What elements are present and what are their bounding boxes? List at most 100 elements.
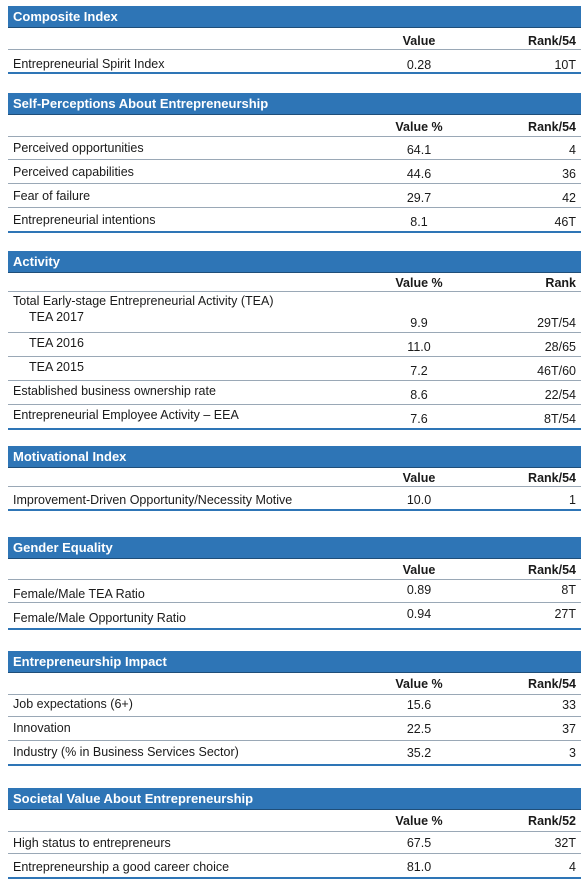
- row-value: 7.2: [410, 364, 428, 378]
- row-value: 7.6: [410, 412, 428, 426]
- section-composite-index: Composite Index Value Rank/54 Entreprene…: [8, 6, 581, 74]
- row-rank: 1: [569, 493, 576, 507]
- row-rank: 29T/54: [537, 316, 576, 330]
- row-rank: 46T/60: [537, 364, 576, 378]
- section-title: Self-Perceptions About Entrepreneurship: [8, 93, 581, 115]
- header-rule: [8, 291, 581, 292]
- row-label: TEA 2015: [29, 360, 84, 374]
- section-end-rule: [8, 628, 581, 630]
- row-label: Job expectations (6+): [13, 697, 133, 711]
- row-label: Female/Male Opportunity Ratio: [13, 611, 186, 625]
- group-label-row: Total Early-stage Entrepreneurial Activi…: [8, 292, 581, 310]
- table-row: Entrepreneurial Employee Activity – EEA …: [8, 406, 581, 430]
- table-row: Fear of failure 29.7 42: [8, 185, 581, 209]
- section-societal-value: Societal Value About Entrepreneurship Va…: [8, 788, 581, 880]
- row-rank: 10T: [554, 58, 576, 72]
- table-row: Perceived opportunities 64.1 4: [8, 137, 581, 161]
- header-rule: [8, 49, 581, 50]
- row-label: Improvement-Driven Opportunity/Necessity…: [13, 493, 293, 507]
- section-motivational-index: Motivational Index Value Rank/54 Improve…: [8, 446, 581, 513]
- row-rank: 8T/54: [544, 412, 576, 426]
- row-label: Perceived capabilities: [13, 165, 134, 179]
- row-label: Entrepreneurship a good career choice: [13, 860, 230, 874]
- row-value: 9.9: [410, 316, 428, 330]
- section-title: Composite Index: [8, 6, 581, 28]
- row-rule: [8, 332, 581, 333]
- row-value: 35.2: [406, 746, 432, 760]
- rank-header: Rank/54: [528, 34, 576, 48]
- row-rank: 37: [562, 722, 576, 736]
- row-rule: [8, 356, 581, 357]
- header-rule: [8, 694, 581, 695]
- value-header: Value: [402, 563, 436, 577]
- table-row: Entrepreneurial Spirit Index 0.28 10T: [8, 50, 581, 74]
- column-header-row: Value % Rank/54: [8, 115, 581, 137]
- row-rule: [8, 602, 581, 603]
- row-rank: 3: [569, 746, 576, 760]
- row-label: Entrepreneurial Employee Activity – EEA: [13, 408, 239, 422]
- value-header: Value: [402, 34, 436, 48]
- table-row: TEA 2016 11.0 28/65: [8, 334, 581, 358]
- row-rank: 46T: [554, 215, 576, 229]
- value-header: Value %: [395, 814, 443, 828]
- row-label: TEA 2017: [29, 310, 84, 324]
- table-row: Innovation 22.5 37: [8, 719, 581, 743]
- column-header-row: Value % Rank/52: [8, 810, 581, 832]
- header-rule: [8, 136, 581, 137]
- row-value: 0.28: [406, 58, 432, 72]
- rank-header: Rank: [545, 276, 576, 290]
- section-end-rule: [8, 231, 581, 233]
- table-row: Industry (% in Business Services Sector)…: [8, 743, 581, 767]
- column-header-row: Value % Rank: [8, 273, 581, 292]
- section-self-perceptions: Self-Perceptions About Entrepreneurship …: [8, 93, 581, 233]
- row-label: Entrepreneurial Spirit Index: [13, 57, 165, 71]
- row-rank: 27T: [554, 607, 576, 621]
- row-value: 29.7: [406, 191, 432, 205]
- table-row: Entrepreneurship a good career choice 81…: [8, 856, 581, 880]
- group-label: Total Early-stage Entrepreneurial Activi…: [13, 294, 274, 308]
- row-rule: [8, 207, 581, 208]
- rank-header: Rank/54: [528, 120, 576, 134]
- row-rule: [8, 380, 581, 381]
- header-rule: [8, 831, 581, 832]
- section-title: Entrepreneurship Impact: [8, 651, 581, 673]
- section-end-rule: [8, 428, 581, 430]
- section-title: Motivational Index: [8, 446, 581, 468]
- column-header-row: Value Rank/54: [8, 28, 581, 50]
- column-header-row: Value % Rank/54: [8, 673, 581, 695]
- table-row: Female/Male Opportunity Ratio 0.94 27T: [8, 607, 581, 631]
- row-label: Industry (% in Business Services Sector): [13, 745, 239, 759]
- table-row: High status to entrepreneurs 67.5 32T: [8, 832, 581, 856]
- row-rank: 33: [562, 698, 576, 712]
- row-value: 81.0: [406, 860, 432, 874]
- row-rule: [8, 183, 581, 184]
- row-rule: [8, 404, 581, 405]
- table-row: TEA 2015 7.2 46T/60: [8, 358, 581, 382]
- header-rule: [8, 579, 581, 580]
- row-value: 8.6: [410, 388, 428, 402]
- column-header-row: Value Rank/54: [8, 468, 581, 487]
- row-rule: [8, 740, 581, 741]
- row-label: Perceived opportunities: [13, 141, 144, 155]
- row-label: Female/Male TEA Ratio: [13, 587, 145, 601]
- row-value: 0.94: [406, 607, 432, 621]
- value-header: Value: [402, 471, 436, 485]
- section-entrepreneurship-impact: Entrepreneurship Impact Value % Rank/54 …: [8, 651, 581, 767]
- row-label: Entrepreneurial intentions: [13, 213, 156, 227]
- table-row: Perceived capabilities 44.6 36: [8, 161, 581, 185]
- header-rule: [8, 486, 581, 487]
- table-row: Improvement-Driven Opportunity/Necessity…: [8, 487, 581, 513]
- row-value: 11.0: [407, 340, 431, 354]
- table-row: Job expectations (6+) 15.6 33: [8, 695, 581, 719]
- column-header-row: Value Rank/54: [8, 559, 581, 581]
- row-rank: 28/65: [544, 340, 576, 354]
- section-title: Activity: [8, 251, 581, 273]
- row-value: 8.1: [410, 215, 428, 229]
- section-gender-equality: Gender Equality Value Rank/54 Female/Mal…: [8, 537, 581, 631]
- section-title: Gender Equality: [8, 537, 581, 559]
- row-rank: 8T: [561, 583, 576, 597]
- row-label: Established business ownership rate: [13, 384, 216, 398]
- table-row: Established business ownership rate 8.6 …: [8, 382, 581, 406]
- section-end-rule: [8, 72, 581, 74]
- rank-header: Rank/52: [528, 814, 576, 828]
